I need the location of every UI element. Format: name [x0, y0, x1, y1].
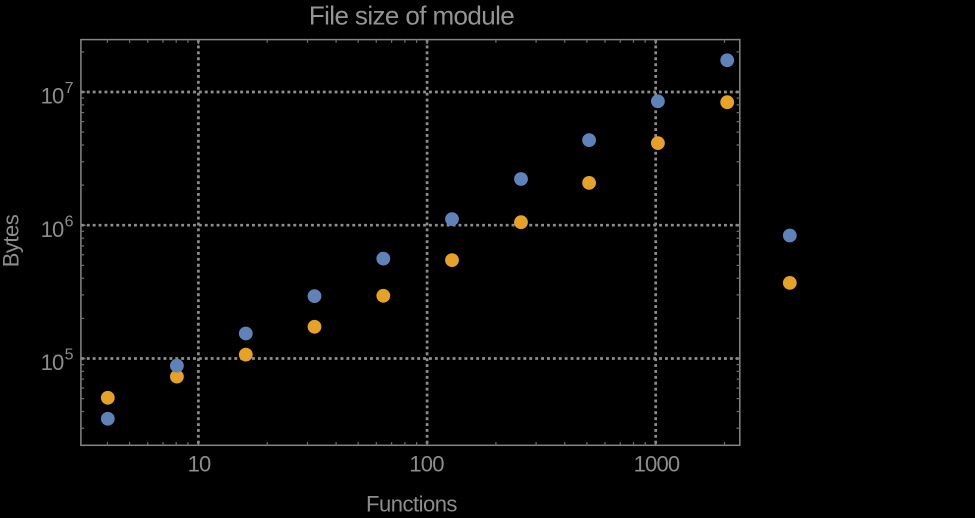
svg-text:100: 100 — [409, 452, 444, 477]
svg-text:Bytes: Bytes — [0, 214, 24, 267]
svg-text:6: 6 — [65, 213, 74, 230]
svg-text:10: 10 — [188, 452, 211, 477]
svg-text:File size of module: File size of module — [309, 1, 515, 31]
svg-text:1000: 1000 — [634, 452, 680, 477]
svg-text:10: 10 — [41, 217, 64, 242]
svg-text:10: 10 — [41, 84, 64, 109]
svg-text:7: 7 — [65, 80, 74, 97]
svg-text:Functions: Functions — [366, 491, 457, 513]
svg-text:5: 5 — [65, 347, 74, 364]
svg-text:10: 10 — [41, 350, 64, 375]
